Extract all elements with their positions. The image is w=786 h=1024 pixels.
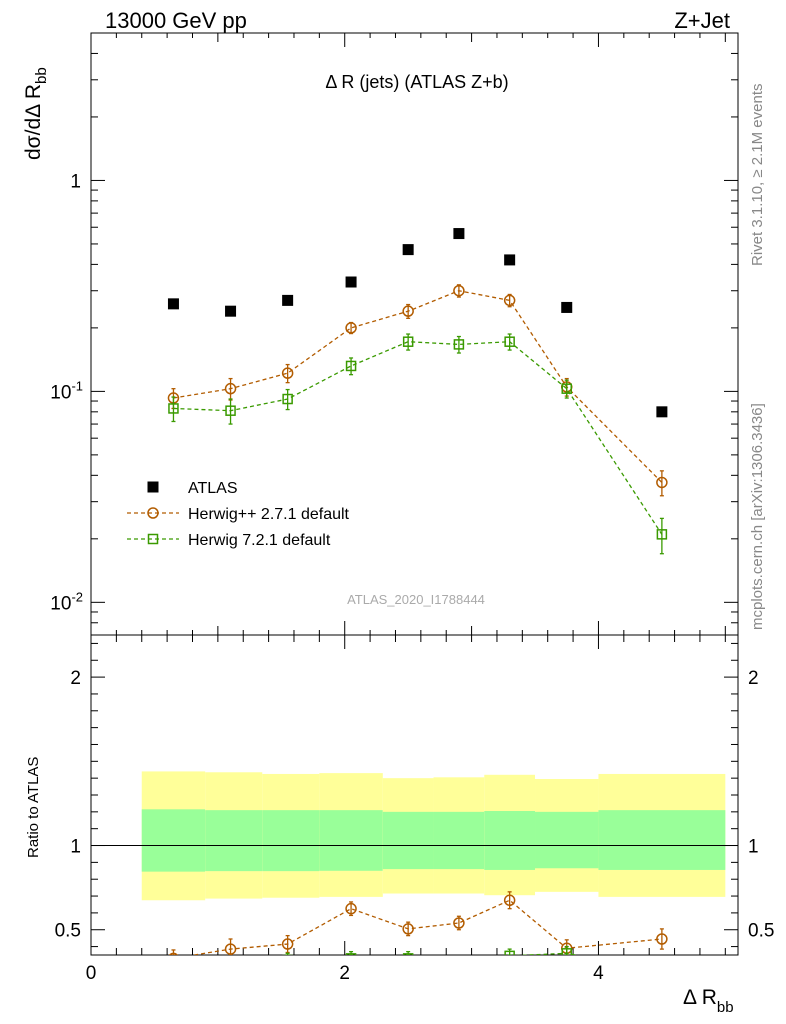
- data-point: [504, 254, 516, 266]
- legend-label: Herwig 7.2.1 default: [188, 532, 331, 549]
- data-point: [561, 383, 572, 394]
- svg-text:dσ/dΔ Rbb: dσ/dΔ Rbb: [22, 67, 50, 160]
- main-y-tick-label: 1: [70, 171, 81, 192]
- ratio-y-tick-label: 2: [70, 668, 81, 689]
- ratio-y-tick-label: 0.5: [55, 921, 81, 942]
- ratio-point: [657, 967, 666, 976]
- data-point: [402, 336, 414, 347]
- ratio-band-green: [484, 811, 536, 870]
- legend-label: ATLAS: [188, 480, 238, 497]
- data-point: [453, 284, 465, 297]
- data-point: [345, 360, 357, 372]
- ratio-plot-axes: 0.5 0.5 1 1 2 2 0 2 4: [55, 634, 774, 984]
- data-point: [656, 476, 668, 489]
- ratio-uncertainty-bands: [141, 771, 726, 901]
- ratio-band-green: [141, 809, 206, 872]
- legend-entry: ATLAS: [147, 480, 238, 497]
- main-plot-series: [167, 228, 668, 555]
- series-line: [190, 899, 662, 955]
- data-point: [402, 244, 414, 256]
- ratio-point: [402, 953, 414, 955]
- data-point: [224, 382, 237, 395]
- series-line: [513, 952, 579, 955]
- ratio-point: [504, 950, 515, 955]
- legend-marker: [147, 533, 159, 545]
- watermark: ATLAS_2020_I1788444: [347, 592, 485, 607]
- ratio-point: [281, 938, 294, 950]
- main-y-tick-label: 10-2: [50, 589, 83, 614]
- data-point: [167, 298, 179, 310]
- ratio-plot-series: [168, 891, 668, 976]
- ratio-point: [169, 959, 178, 968]
- ratio-y-label: Ratio to ATLAS: [25, 757, 42, 858]
- svg-text:Ratio to ATLAS: Ratio to ATLAS: [25, 757, 42, 858]
- data-point: [345, 322, 357, 334]
- data-point: [225, 305, 237, 317]
- main-series-0: [167, 228, 668, 418]
- legend-entry: Herwig 7.2.1 default: [127, 532, 331, 549]
- legend-entry: Herwig++ 2.7.1 default: [127, 506, 350, 523]
- header-left: 13000 GeV pp: [105, 8, 247, 33]
- main-plot-axes: 1 10-1 10-2: [50, 32, 739, 636]
- main-title: Δ R (jets) (ATLAS Z+b): [325, 72, 508, 92]
- legend-label: Herwig++ 2.7.1 default: [188, 506, 350, 523]
- ratio-point: [656, 933, 668, 945]
- series-line: [173, 290, 663, 483]
- x-axis-label: Δ Rbb: [683, 986, 734, 1016]
- ratio-point: [402, 923, 414, 935]
- data-point: [225, 405, 236, 416]
- side-text-rivet: Rivet 3.1.10, ≥ 2.1M events: [749, 84, 766, 267]
- ratio-point: [224, 943, 237, 955]
- data-point: [281, 367, 294, 379]
- x-tick-label: 2: [339, 963, 350, 984]
- data-point: [656, 529, 668, 540]
- ratio-point: [345, 902, 357, 915]
- data-point: [561, 301, 573, 313]
- x-tick-label: 0: [86, 963, 97, 984]
- ratio-band-green: [598, 810, 726, 870]
- legend: ATLAS Herwig++ 2.7.1 default Herwig 7.2.1 …: [127, 480, 350, 549]
- ratio-band-green: [205, 810, 263, 872]
- data-point: [656, 406, 668, 418]
- main-y-tick-label: 10-1: [50, 378, 83, 403]
- data-point: [402, 305, 414, 317]
- main-series-1: [167, 284, 668, 497]
- ratio-y-tick-label-right: 2: [748, 668, 759, 689]
- legend-marker: [147, 481, 159, 493]
- ratio-point: [561, 948, 572, 955]
- ratio-point: [454, 959, 463, 968]
- ratio-point: [168, 952, 179, 955]
- header-right: Z+Jet: [674, 8, 730, 33]
- data-point: [504, 336, 515, 347]
- ratio-band-green: [535, 811, 599, 869]
- x-tick-label: 4: [593, 963, 604, 984]
- ratio-y-tick-label-right: 1: [748, 837, 759, 858]
- main-y-label: dσ/dΔ Rbb: [22, 67, 50, 160]
- ratio-y-tick-label: 1: [70, 837, 81, 858]
- svg-text:Δ Rbb: Δ Rbb: [683, 986, 734, 1016]
- ratio-y-tick-label-right: 0.5: [748, 921, 774, 942]
- ratio-point: [503, 894, 516, 907]
- data-point: [345, 276, 357, 288]
- ratio-band-green: [262, 810, 320, 872]
- data-point: [168, 403, 179, 414]
- ratio-point: [345, 953, 357, 955]
- data-point: [453, 228, 465, 240]
- ratio-point: [282, 954, 293, 955]
- ratio-point: [453, 917, 465, 929]
- ratio-band-green: [382, 811, 434, 870]
- legend-marker: [147, 507, 159, 519]
- side-text-mcplots: mcplots.cern.ch [arXiv:1306.3436]: [749, 403, 766, 630]
- data-point: [282, 393, 293, 405]
- ratio-band-green: [433, 811, 485, 870]
- data-point: [503, 294, 516, 307]
- ratio-series-1: [169, 945, 666, 976]
- data-point: [453, 339, 465, 350]
- ratio-band-green: [319, 810, 383, 871]
- data-point: [282, 294, 294, 306]
- ratio-point: [226, 957, 235, 966]
- main-series-2: [168, 333, 668, 555]
